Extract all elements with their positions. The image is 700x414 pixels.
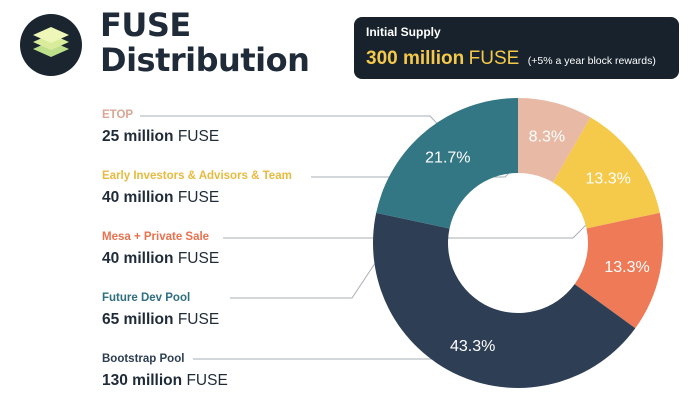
legend-item-early-investors: Early Investors & Advisors & Team 40 mil… xyxy=(102,169,292,207)
page-title: FUSE Distribution xyxy=(100,6,310,79)
percent-label-early-investors-advisors-team: 13.3% xyxy=(586,170,631,187)
legend-name: Mesa + Private Sale xyxy=(102,231,210,243)
supply-amount: 300 million xyxy=(366,48,465,69)
legend-unit: FUSE xyxy=(177,250,220,267)
legend-amount: 25 million xyxy=(102,128,174,145)
stacked-layers-icon xyxy=(20,14,82,76)
percent-label-mesa-private-sale: 13.3% xyxy=(604,259,649,276)
legend-item-future-dev-pool: Future Dev Pool 65 million FUSE xyxy=(102,291,219,329)
legend-item-bootstrap-pool: Bootstrap Pool 130 million FUSE xyxy=(102,352,228,390)
legend-amount: 40 million xyxy=(102,250,174,267)
supply-unit: FUSE xyxy=(468,48,520,69)
title-line-1: FUSE xyxy=(100,6,191,44)
legend-amount: 130 million xyxy=(102,372,183,389)
slice-early-investors-advisors-team xyxy=(553,117,660,229)
legend-unit: FUSE xyxy=(186,372,228,389)
percent-labels: 8.3% 13.3% 13.3% 43.3% 21.7% xyxy=(425,128,650,355)
legend-unit: FUSE xyxy=(177,311,220,328)
legend-name: ETOP xyxy=(102,109,134,121)
legend-name: Early Investors & Advisors & Team xyxy=(102,170,292,182)
percent-label-etop: 8.3% xyxy=(529,128,565,145)
percent-label-bootstrap-pool: 43.3% xyxy=(450,338,495,355)
slice-bootstrap-pool xyxy=(373,212,636,388)
supply-label: Initial Supply xyxy=(366,25,441,39)
slice-mesa-private-sale xyxy=(574,212,663,329)
title-line-2: Distribution xyxy=(100,41,310,79)
percent-label-future-dev-pool: 21.7% xyxy=(425,149,470,166)
legend-amount: 40 million xyxy=(102,189,174,206)
legend-name: Bootstrap Pool xyxy=(102,353,185,365)
donut-slices xyxy=(373,98,663,388)
slice-future-dev-pool xyxy=(376,98,518,229)
legend-amount: 65 million xyxy=(102,311,174,328)
supply-note: (+5% a year block rewards) xyxy=(527,55,656,67)
initial-supply-card: Initial Supply 300 million FUSE (+5% a y… xyxy=(354,17,679,79)
legend-unit: FUSE xyxy=(177,189,220,206)
legend-item-mesa-private-sale: Mesa + Private Sale 40 million FUSE xyxy=(102,230,219,268)
legend-item-etop: ETOP 25 million FUSE xyxy=(102,108,219,146)
legend-name: Future Dev Pool xyxy=(102,292,191,304)
legend-unit: FUSE xyxy=(177,128,220,145)
slice-etop xyxy=(518,98,591,183)
